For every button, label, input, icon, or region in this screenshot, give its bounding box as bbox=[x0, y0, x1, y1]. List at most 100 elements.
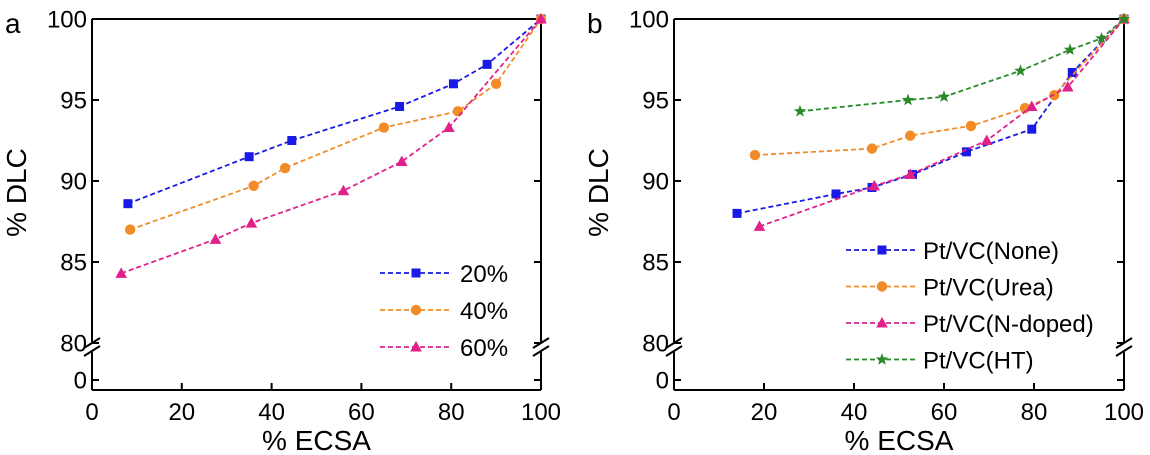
series-20% bbox=[123, 14, 546, 209]
legend-label: Pt/VC(N-doped) bbox=[923, 311, 1094, 338]
x-tick-label: 40 bbox=[841, 399, 868, 426]
axis-break-gap bbox=[665, 343, 683, 351]
legend-entry: Pt/VC(N-doped) bbox=[846, 311, 1094, 338]
axis-break-gap bbox=[83, 343, 101, 351]
legend-marker bbox=[876, 317, 888, 328]
axis-break-mark bbox=[665, 345, 683, 357]
data-point bbox=[980, 134, 993, 145]
series-line bbox=[127, 18, 542, 205]
legend-label: 20% bbox=[460, 261, 508, 288]
data-point bbox=[1095, 31, 1108, 44]
x-tick-label: 0 bbox=[667, 399, 680, 426]
x-axis-title: % ECSA bbox=[845, 425, 954, 455]
x-tick-label: 100 bbox=[521, 399, 561, 426]
series-line bbox=[120, 18, 542, 275]
data-point bbox=[287, 136, 297, 145]
legend-entry: 40% bbox=[380, 298, 508, 325]
data-point bbox=[1061, 81, 1074, 92]
legend-label: 40% bbox=[460, 298, 508, 325]
axis-break-mark bbox=[83, 345, 101, 357]
y-tick-label: 85 bbox=[60, 250, 87, 277]
legend-marker bbox=[876, 281, 888, 292]
data-point bbox=[490, 78, 502, 90]
data-point bbox=[753, 220, 766, 231]
data-point bbox=[793, 104, 807, 117]
data-point bbox=[1014, 64, 1027, 77]
panel-letter: a bbox=[5, 8, 21, 39]
series-Pt/VC(None) bbox=[732, 14, 1129, 218]
data-point bbox=[378, 122, 390, 133]
data-point bbox=[482, 59, 492, 69]
data-point bbox=[248, 180, 259, 192]
data-point bbox=[962, 147, 971, 157]
legend-marker bbox=[875, 353, 889, 365]
legend-entry: 20% bbox=[380, 261, 508, 288]
x-tick-label: 0 bbox=[85, 399, 98, 426]
legend-entry: 60% bbox=[380, 335, 508, 362]
data-point bbox=[1063, 43, 1077, 56]
axis-break-mark bbox=[532, 345, 550, 357]
panel-letter: b bbox=[587, 8, 603, 39]
data-point bbox=[1117, 12, 1131, 25]
y-tick-label: 95 bbox=[60, 88, 87, 115]
y-tick-label: 90 bbox=[60, 169, 87, 196]
y-tick-label: 80 bbox=[60, 331, 87, 358]
y-axis-title: % DLC bbox=[1, 148, 32, 237]
y-tick-label: 100 bbox=[47, 7, 87, 34]
y-tick-label: 80 bbox=[642, 331, 669, 358]
data-point bbox=[443, 121, 455, 133]
series-40% bbox=[124, 13, 547, 235]
legend-entry: Pt/VC(None) bbox=[846, 238, 1059, 265]
legend-marker bbox=[877, 245, 887, 255]
data-point bbox=[452, 106, 464, 117]
data-point bbox=[901, 93, 915, 106]
y-tick-label: 95 bbox=[642, 88, 669, 115]
data-point bbox=[396, 155, 408, 167]
data-point bbox=[937, 90, 951, 103]
legend-label: 60% bbox=[460, 335, 508, 362]
x-tick-label: 80 bbox=[438, 399, 465, 426]
chart-panel-b: 0 20 40 60 80 100 80 85 90 95 100 0 % ECSA % DLC b Pt/V… bbox=[583, 7, 1144, 455]
chart-panel-a: 0 20 40 60 80 100 80 85 90 95 100 0 % ECSA % DLC a 20% 4… bbox=[1, 7, 561, 455]
axis-break-gap bbox=[1115, 343, 1133, 351]
data-point bbox=[1025, 100, 1038, 111]
data-point bbox=[395, 101, 405, 111]
data-point bbox=[279, 162, 291, 174]
legend-marker bbox=[411, 268, 421, 278]
x-tick-label: 100 bbox=[1104, 399, 1144, 426]
x-tick-label: 80 bbox=[1021, 399, 1048, 426]
data-point bbox=[1067, 67, 1077, 77]
y-tick-label: 100 bbox=[629, 7, 669, 34]
data-point bbox=[831, 189, 841, 199]
axis-break-gap bbox=[532, 343, 550, 351]
data-point bbox=[124, 224, 136, 235]
data-point bbox=[535, 13, 547, 24]
data-point bbox=[904, 168, 917, 180]
series-line bbox=[129, 18, 542, 231]
data-point bbox=[749, 149, 761, 161]
legend-label: Pt/VC(None) bbox=[923, 238, 1059, 265]
axis-break-mark bbox=[1115, 345, 1133, 357]
data-point bbox=[337, 184, 350, 196]
data-point bbox=[866, 143, 878, 154]
data-point bbox=[732, 208, 742, 218]
data-point bbox=[115, 267, 127, 278]
legend-marker bbox=[410, 341, 422, 352]
x-tick-label: 20 bbox=[751, 399, 778, 426]
y-tick-label: 0 bbox=[74, 368, 87, 395]
y-tick-label: 90 bbox=[642, 169, 669, 196]
legend-label: Pt/VC(Urea) bbox=[923, 275, 1054, 302]
data-point bbox=[244, 152, 254, 162]
x-tick-label: 60 bbox=[348, 399, 375, 426]
legend-entry: Pt/VC(HT) bbox=[846, 348, 1034, 375]
legend-label: Pt/VC(HT) bbox=[923, 348, 1034, 375]
series-60% bbox=[115, 13, 547, 278]
y-axis-title: % DLC bbox=[583, 148, 614, 237]
data-point bbox=[209, 233, 222, 244]
data-point bbox=[245, 217, 258, 228]
x-axis-title: % ECSA bbox=[262, 425, 371, 455]
y-tick-label: 85 bbox=[642, 250, 669, 277]
series-Pt/VC(Urea) bbox=[749, 13, 1130, 161]
data-point bbox=[1027, 124, 1037, 134]
